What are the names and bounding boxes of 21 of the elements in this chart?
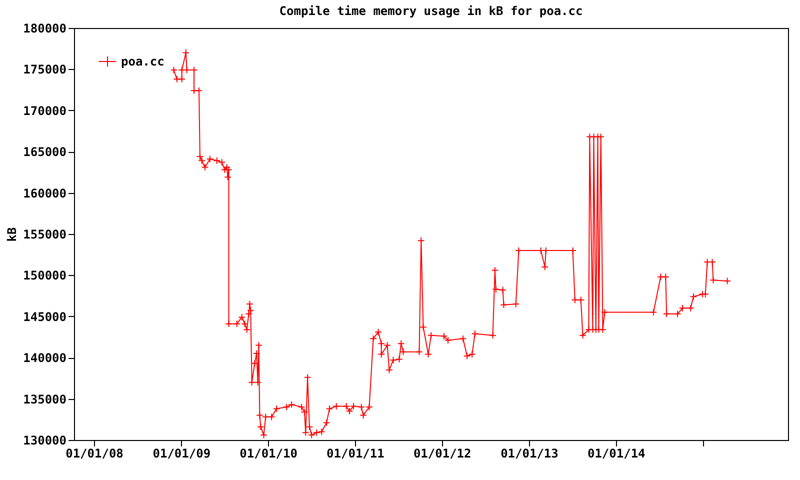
chart-title: Compile time memory usage in kB for poa.cc bbox=[279, 4, 583, 18]
legend-label: poa.cc bbox=[121, 54, 164, 68]
x-tick-label: 01/01/10 bbox=[240, 446, 298, 460]
y-tick-label: 130000 bbox=[23, 434, 66, 448]
y-tick-label: 140000 bbox=[23, 351, 66, 366]
y-tick-label: 165000 bbox=[23, 145, 66, 160]
y-tick-label: 180000 bbox=[23, 22, 66, 36]
y-tick-label: 160000 bbox=[23, 186, 66, 200]
y-tick-label: 145000 bbox=[23, 310, 66, 324]
y-axis-title: kB bbox=[5, 227, 20, 242]
x-tick-label: 01/01/12 bbox=[413, 446, 472, 460]
y-tick-label: 175000 bbox=[23, 62, 66, 77]
x-tick-label: 01/01/08 bbox=[66, 446, 124, 460]
y-tick-label: 155000 bbox=[23, 228, 66, 242]
y-tick-label: 135000 bbox=[23, 392, 66, 406]
x-tick-label: 01/01/11 bbox=[326, 446, 384, 460]
x-tick-label: 01/01/14 bbox=[587, 446, 646, 460]
x-tick-label: 01/01/13 bbox=[500, 446, 558, 460]
x-tick-label: 01/01/09 bbox=[152, 446, 211, 460]
y-tick-label: 150000 bbox=[23, 268, 66, 283]
y-tick-label: 170000 bbox=[23, 104, 66, 118]
